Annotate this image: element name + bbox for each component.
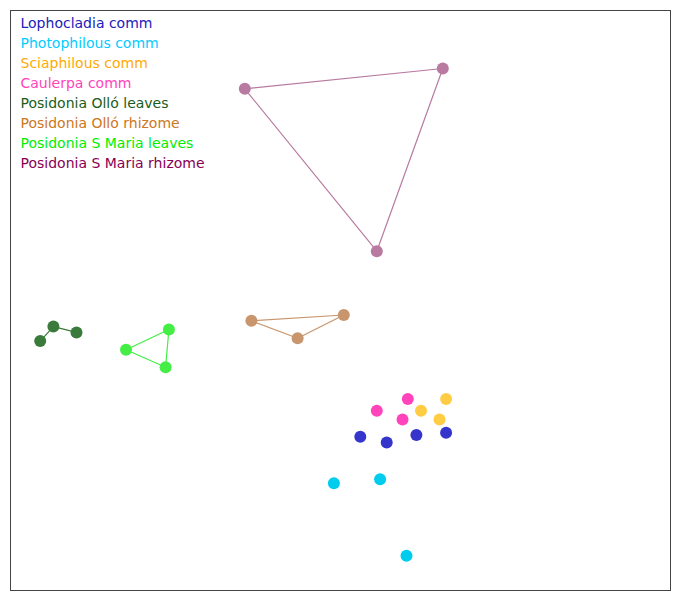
svg-text:Posidonia S Maria leaves: Posidonia S Maria leaves — [21, 135, 194, 151]
svg-text:Sciaphilous comm: Sciaphilous comm — [21, 55, 148, 71]
svg-text:Caulerpa comm: Caulerpa comm — [21, 75, 132, 91]
svg-text:Lophocladia comm: Lophocladia comm — [21, 15, 153, 31]
svg-text:Posidonia Olló leaves: Posidonia Olló leaves — [21, 95, 169, 111]
svg-text:Photophilous comm: Photophilous comm — [21, 35, 159, 51]
svg-text:Posidonia S Maria rhizome: Posidonia S Maria rhizome — [21, 155, 205, 171]
svg-text:Posidonia Olló rhizome: Posidonia Olló rhizome — [21, 115, 180, 131]
